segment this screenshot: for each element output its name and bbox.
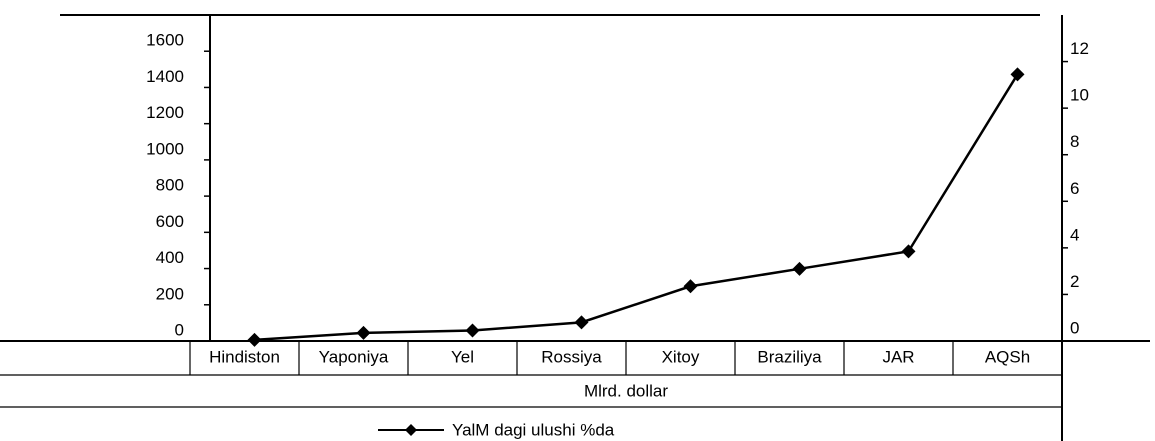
x-tick-label: Rossiya <box>541 347 602 366</box>
x-tick-label: AQSh <box>985 347 1030 366</box>
x-tick-label: Hindiston <box>209 347 280 366</box>
point <box>247 332 262 347</box>
y-tick-label: 1400 <box>146 67 184 86</box>
y2-tick-label: 8 <box>1070 132 1079 151</box>
point <box>465 323 480 338</box>
x-tick-label: Xitoy <box>662 347 700 366</box>
x-tick-label: Braziliya <box>757 347 822 366</box>
point <box>1010 67 1025 82</box>
legend-label: YalM dagi ulushi %da <box>452 420 615 439</box>
y-tick-label: 1600 <box>146 31 184 50</box>
point <box>901 244 916 259</box>
y2-tick-label: 12 <box>1070 39 1089 58</box>
y-tick-label: 1000 <box>146 139 184 158</box>
table-label: Mlrd. dollar <box>584 381 668 400</box>
point <box>683 279 698 294</box>
y-tick-label: 800 <box>156 176 184 195</box>
y2-tick-label: 4 <box>1070 225 1079 244</box>
point <box>574 315 589 330</box>
x-tick-label: Yel <box>451 347 474 366</box>
y2-tick-label: 2 <box>1070 272 1079 291</box>
y-tick-label: 200 <box>156 284 184 303</box>
series-line <box>254 73 1019 342</box>
y2-tick-label: 0 <box>1070 318 1079 337</box>
x-tick-label: JAR <box>882 347 914 366</box>
point <box>792 261 807 276</box>
y-tick-label: 400 <box>156 248 184 267</box>
y2-tick-label: 6 <box>1070 179 1079 198</box>
legend-marker <box>405 424 417 436</box>
y-tick-label: 600 <box>156 212 184 231</box>
point <box>356 325 371 340</box>
y2-tick-label: 10 <box>1070 86 1089 105</box>
y-tick-label: 0 <box>175 320 184 339</box>
y-tick-label: 1200 <box>146 103 184 122</box>
x-tick-label: Yaponiya <box>319 347 389 366</box>
